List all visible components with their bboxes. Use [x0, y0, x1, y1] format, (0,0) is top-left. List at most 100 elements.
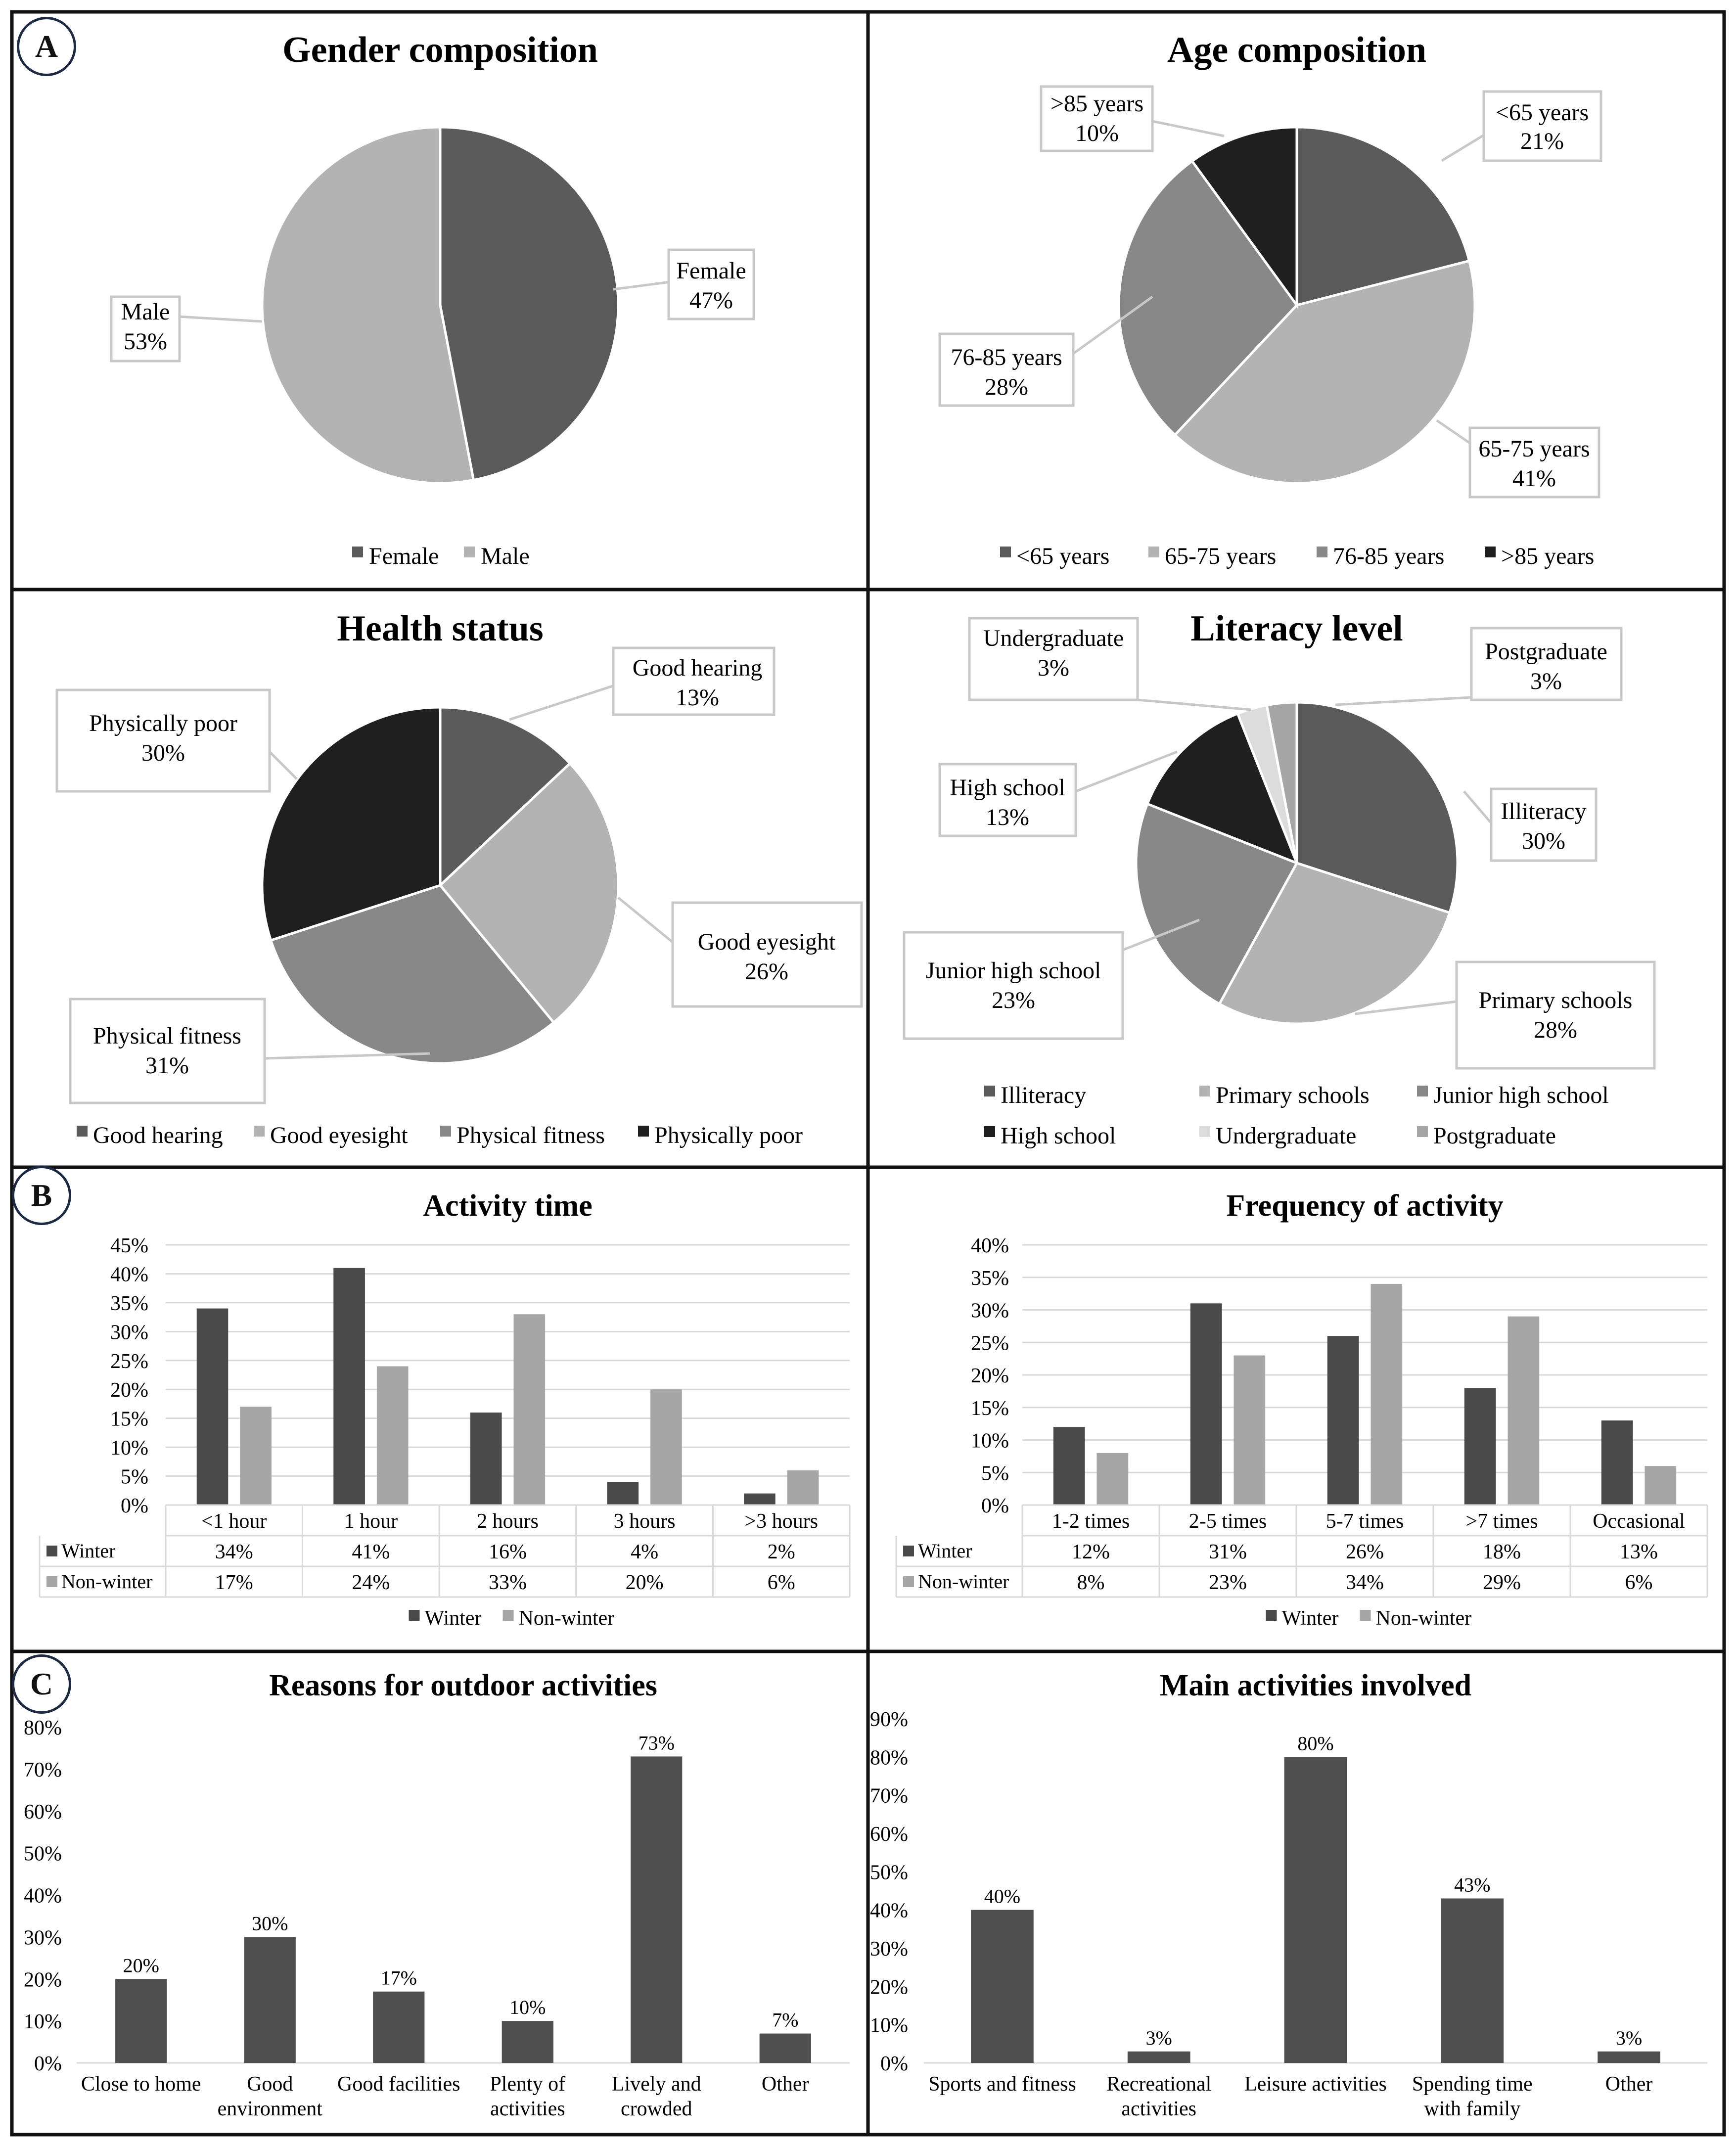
callout: Postgraduate 3%	[1335, 627, 1623, 706]
data-label: 76-85 years	[951, 344, 1062, 370]
pie-slice-primary-schools	[1218, 861, 1452, 1025]
data-label: 65-75 years	[1478, 436, 1590, 462]
bar-lively-and-crowded	[631, 1756, 683, 2063]
y-tick-label: 15%	[971, 1397, 1009, 1420]
legend-label: Postgraduate	[1433, 1123, 1556, 1149]
data-label: Physical fitness	[93, 1023, 241, 1049]
callout: Undergraduate 3%	[968, 617, 1252, 711]
y-tick-label: 30%	[24, 1926, 62, 1949]
y-tick-label: 70%	[24, 1759, 62, 1781]
bar-other	[1598, 2051, 1660, 2063]
data-label: 10%	[509, 1996, 546, 2018]
data-label: Female	[676, 258, 746, 284]
y-tick-label: 90%	[870, 1708, 908, 1731]
y-tick-label: 50%	[24, 1843, 62, 1866]
legend: Good hearing Good eyesight Physical fitn…	[77, 1122, 803, 1148]
category-label: Close to home	[81, 2073, 201, 2096]
legend-label: Good hearing	[93, 1122, 223, 1148]
bar-non-winter-3-hours	[787, 1470, 819, 1505]
category-label: environment	[218, 2098, 323, 2120]
data-value: 26%	[745, 959, 788, 985]
y-tick-label: 20%	[971, 1365, 1009, 1387]
data-value: 31%	[145, 1052, 189, 1079]
y-tick-label: 30%	[971, 1300, 1009, 1323]
legend-label: Primary schools	[1216, 1082, 1370, 1108]
y-tick-label: 10%	[971, 1430, 1009, 1453]
table-value: 23%	[1209, 1571, 1247, 1594]
callout: Junior high school 23%	[903, 918, 1200, 1040]
data-label: 7%	[772, 2009, 798, 2031]
category-label: Plenty of	[490, 2073, 565, 2096]
pie-slice-76-85-years	[1117, 159, 1299, 437]
data-label: Primary schools	[1479, 987, 1633, 1013]
callout: 65-75 years 41%	[1436, 419, 1600, 499]
legend: <65 years 65-75 years 76-85 years >85 ye…	[1000, 543, 1594, 569]
y-tick-label: 40%	[110, 1263, 148, 1286]
y-tick-label: 60%	[870, 1823, 908, 1846]
y-tick-label: 10%	[24, 2010, 62, 2033]
data-value: 28%	[1534, 1017, 1577, 1043]
panel-label-b: B	[12, 1166, 71, 1225]
y-tick-label: 0%	[981, 1495, 1009, 1517]
table-value: 29%	[1483, 1571, 1521, 1594]
data-label: Physically poor	[89, 710, 237, 736]
bar-non-winter-1-hour	[240, 1407, 272, 1505]
y-tick-label: 10%	[110, 1437, 148, 1460]
table-value: 2%	[768, 1541, 795, 1563]
callout: 76-85 years 28%	[938, 295, 1153, 407]
data-value: 13	[986, 804, 1009, 830]
y-tick-label: 30%	[870, 1938, 908, 1961]
category-label: Leisure activities	[1244, 2073, 1387, 2096]
bar-winter-2-5-times	[1190, 1303, 1222, 1505]
table-legend-key	[46, 1546, 57, 1556]
panel-label-c: C	[12, 1654, 71, 1714]
chart-title: Health status	[337, 608, 543, 649]
category-label: 1 hour	[344, 1510, 398, 1533]
pie-chart-literacy	[1135, 701, 1459, 1025]
data-value: 53%	[124, 328, 167, 355]
table-value: 34%	[1346, 1571, 1384, 1594]
data-value: 31	[145, 1052, 169, 1079]
data-label: Undergraduate	[983, 625, 1124, 651]
bar-winter-7-times	[1464, 1388, 1496, 1505]
y-tick-label: 0%	[121, 1495, 148, 1517]
legend-label: Non-winter	[519, 1607, 615, 1630]
table-series-label: Non-winter	[918, 1570, 1009, 1593]
table-value: 6%	[1625, 1571, 1653, 1594]
bar-non-winter-1-hour	[376, 1366, 409, 1505]
table-value: 31%	[1209, 1541, 1247, 1563]
pie-slice-good-hearing	[439, 706, 572, 888]
legend-label: Winter	[1282, 1607, 1339, 1630]
category-label: <1 hour	[201, 1510, 267, 1533]
y-tick-label: 0%	[880, 2053, 908, 2075]
legend-key	[503, 1610, 514, 1621]
bar-non-winter-7-times	[1508, 1316, 1540, 1505]
table-value: 6%	[768, 1571, 795, 1594]
callout: <65 years 21%	[1441, 90, 1602, 162]
data-label: Male	[121, 299, 170, 325]
y-tick-label: 20%	[870, 1976, 908, 1999]
table-value: 16%	[489, 1541, 527, 1563]
legend-label: Illiteracy	[1001, 1082, 1086, 1108]
bar-recreational-activities	[1127, 2051, 1190, 2063]
data-label: 20%	[123, 1954, 159, 1976]
table-value: 13%	[1620, 1541, 1658, 1563]
y-tick-label: 5%	[981, 1462, 1009, 1485]
data-value: 41%	[1512, 465, 1556, 492]
data-label: 3%	[1146, 2027, 1172, 2049]
table-value: 12%	[1072, 1541, 1110, 1563]
data-value: 21%	[1520, 128, 1564, 154]
bar-non-winter-1-2-times	[1096, 1453, 1129, 1505]
panel-label-a: A	[17, 17, 76, 76]
bar-leisure-activities	[1284, 1757, 1347, 2063]
table-series-label: Non-winter	[61, 1570, 152, 1593]
data-value: 30	[1522, 828, 1546, 854]
callout: >85 years 10%	[1040, 85, 1225, 152]
category-label: 2 hours	[477, 1510, 539, 1533]
category-label: 1-2 times	[1052, 1510, 1130, 1533]
legend-label: <65 years	[1016, 543, 1109, 569]
pie-chart-age	[1117, 126, 1476, 485]
legend-label: High school	[1001, 1123, 1116, 1149]
data-value: 10	[1075, 120, 1099, 146]
bar-chart-reasons: Reasons for outdoor activities 0% 10% 20% 30…	[24, 1669, 850, 2120]
